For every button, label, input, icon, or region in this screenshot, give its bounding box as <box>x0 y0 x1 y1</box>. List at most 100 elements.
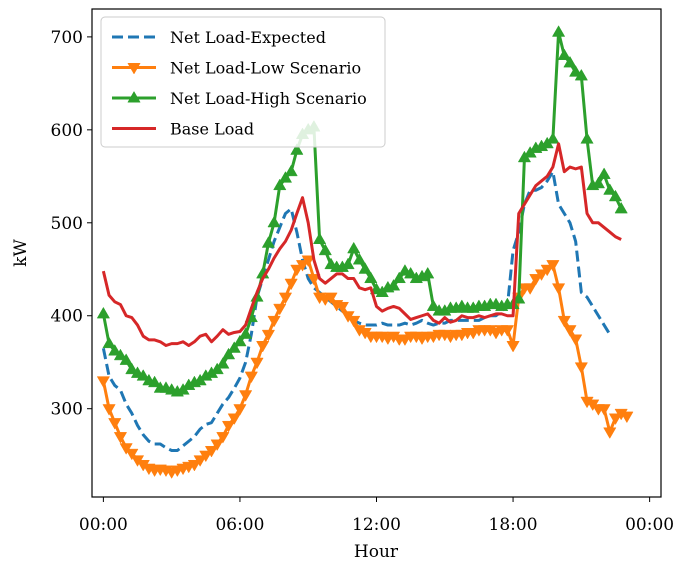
data-point <box>546 132 560 144</box>
data-point <box>301 255 315 267</box>
data-point <box>102 336 116 349</box>
data-point <box>210 439 224 452</box>
data-point <box>284 164 298 177</box>
data-point <box>364 271 378 284</box>
y-tick-label: 300 <box>51 400 83 420</box>
data-point <box>512 292 526 304</box>
series-3 <box>101 142 622 347</box>
data-point <box>614 201 628 214</box>
data-point <box>261 236 275 248</box>
data-point <box>318 243 332 256</box>
data-point <box>597 167 611 179</box>
data-point <box>147 375 162 388</box>
data-point <box>580 132 594 144</box>
legend-label: Net Load-Expected <box>170 28 326 47</box>
data-point <box>608 189 623 202</box>
data-point <box>244 371 258 384</box>
data-point <box>273 303 287 316</box>
series-0 <box>101 170 612 453</box>
data-point <box>307 274 321 286</box>
data-point <box>563 325 577 337</box>
data-point <box>603 427 617 439</box>
plot-frame <box>91 8 662 498</box>
data-point <box>267 315 281 328</box>
data-point <box>96 376 110 388</box>
data-point <box>256 341 270 353</box>
x-tick-label: 12:00 <box>352 515 401 535</box>
x-tick-label: 00:00 <box>625 515 674 535</box>
data-point <box>341 257 355 270</box>
data-point <box>96 306 110 319</box>
x-tick-label: 18:00 <box>489 515 538 535</box>
data-point <box>574 68 588 81</box>
data-point <box>557 315 571 328</box>
data-point <box>221 347 236 360</box>
x-tick-label: 00:00 <box>79 515 128 535</box>
y-tick-label: 600 <box>51 121 83 141</box>
data-point <box>335 301 349 314</box>
data-point <box>557 48 571 60</box>
legend-label: Net Load-High Scenario <box>170 89 367 108</box>
data-point <box>284 278 298 291</box>
data-point <box>608 413 623 425</box>
data-point <box>404 266 418 279</box>
data-point <box>108 418 122 430</box>
data-point <box>569 334 583 346</box>
data-point <box>546 260 560 272</box>
data-point <box>250 357 264 370</box>
y-tick-label: 700 <box>51 28 83 48</box>
data-point <box>239 327 253 339</box>
x-tick-label: 06:00 <box>215 515 264 535</box>
data-point <box>540 264 554 277</box>
series-line <box>101 258 628 474</box>
data-point <box>216 357 230 369</box>
data-point <box>312 232 327 244</box>
data-point <box>239 390 253 402</box>
data-point <box>426 299 441 311</box>
data-point <box>136 369 150 381</box>
data-point <box>324 292 338 305</box>
data-point <box>227 413 241 425</box>
data-point <box>278 171 293 183</box>
data-point <box>187 459 202 472</box>
data-point <box>267 215 281 228</box>
data-point <box>500 325 514 337</box>
series-line <box>101 142 622 347</box>
legend-box <box>100 16 386 148</box>
data-point <box>551 25 566 37</box>
data-point <box>563 55 577 68</box>
y-tick-label: 400 <box>51 307 83 327</box>
legend-label: Base Load <box>170 120 254 139</box>
x-axis: 00:00 06:00 12:00 18:00 00:00 <box>79 497 674 535</box>
legend-label: Net Load-Low Scenario <box>170 59 361 78</box>
data-point <box>591 176 606 189</box>
data-point <box>273 178 287 191</box>
data-point <box>199 450 213 463</box>
data-point <box>227 341 241 353</box>
data-point <box>358 262 372 274</box>
data-point <box>108 344 122 356</box>
data-point <box>102 404 116 416</box>
series-line <box>101 170 612 453</box>
data-point <box>119 353 133 365</box>
data-point <box>392 271 406 284</box>
data-point <box>506 341 520 353</box>
y-tick-label: 500 <box>51 214 83 234</box>
data-point <box>193 455 207 467</box>
data-point <box>278 292 293 305</box>
data-point <box>216 432 230 444</box>
data-point <box>290 264 304 277</box>
plot-area <box>96 25 634 479</box>
data-point <box>233 404 247 416</box>
data-point <box>204 446 219 458</box>
y-axis: 300 400 500 600 700 <box>51 28 92 420</box>
data-point <box>261 329 275 342</box>
data-point <box>620 411 634 424</box>
data-point <box>603 183 617 195</box>
y-axis-label: kW <box>11 239 31 267</box>
data-point <box>534 269 549 281</box>
data-point <box>574 362 588 374</box>
data-point <box>221 420 236 433</box>
data-point <box>347 315 361 328</box>
